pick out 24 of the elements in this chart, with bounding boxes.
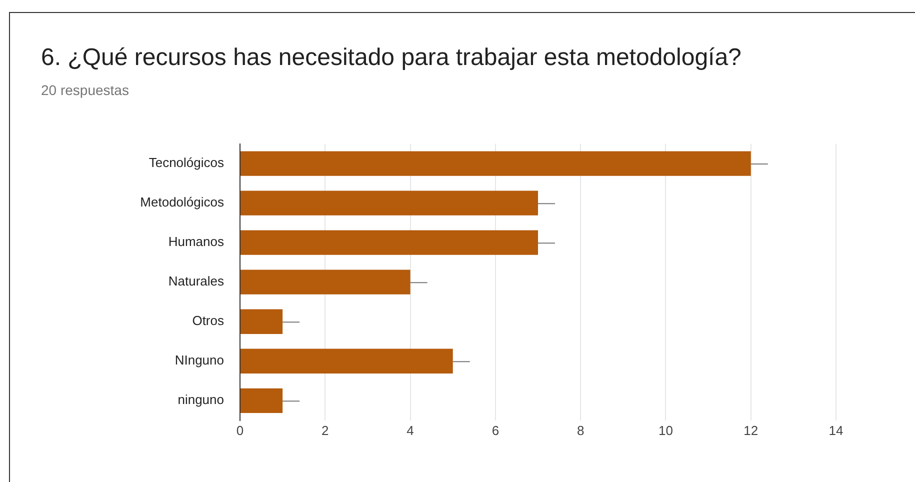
x-tick-label: 12 (744, 422, 758, 438)
x-tick-label: 6 (492, 422, 500, 438)
chart-title: 6. ¿Qué recursos has necesitado para trabajar esta metodología? (41, 44, 742, 72)
x-tick-label: 2 (322, 422, 329, 438)
x-tick-label: 14 (828, 422, 844, 438)
x-tick-label: 4 (406, 422, 414, 438)
y-tick-label: Otros (192, 313, 224, 328)
bar (240, 230, 538, 255)
y-tick-label: ninguno (178, 392, 224, 408)
x-tick-label: 8 (576, 422, 584, 438)
text: 20 respuestas (41, 82, 129, 98)
y-tick-label: NInguno (174, 352, 224, 368)
bar (240, 309, 283, 334)
y-tick-label: Naturales (168, 274, 224, 289)
bar (240, 388, 283, 413)
bar (240, 270, 410, 294)
bar (240, 151, 751, 176)
y-tick-label: Humanos (168, 234, 224, 250)
bar (240, 348, 453, 374)
x-tick-label: 10 (658, 422, 673, 438)
x-tick-label: 0 (236, 422, 244, 438)
y-tick-label: Metodológicos (140, 194, 224, 210)
bar (240, 190, 538, 216)
y-tick-label: Tecnológicos (148, 155, 224, 170)
